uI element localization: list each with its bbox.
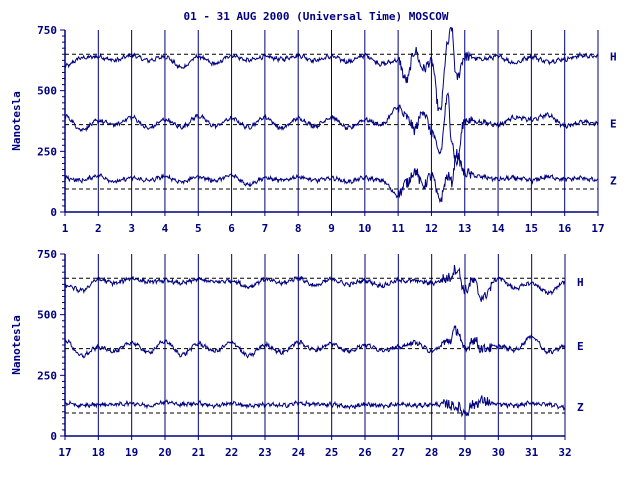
y-tick-label: 500 <box>37 85 57 98</box>
x-tick-label: 2 <box>95 222 102 235</box>
y-axis-label: Nanotesla <box>10 315 23 375</box>
x-tick-label: 16 <box>558 222 572 235</box>
series-line-h <box>64 27 599 112</box>
x-tick-label: 17 <box>591 222 604 235</box>
x-tick-label: 18 <box>92 446 105 459</box>
x-tick-label: 9 <box>328 222 335 235</box>
series-label-z: Z <box>577 401 584 414</box>
y-axis-label: Nanotesla <box>10 91 23 151</box>
x-tick-label: 27 <box>392 446 405 459</box>
chart-panel-2: 17 18 19 20 21 22 23 24 25 26 27 28 29 30 31 32 0 250 500 7… <box>10 248 584 459</box>
y-tick-label: 250 <box>37 145 57 158</box>
y-tick-label: 750 <box>37 24 57 37</box>
series-label-e: E <box>610 117 617 130</box>
series-label-h: H <box>610 51 617 64</box>
y-tick-label: 500 <box>37 309 57 322</box>
x-tick-label: 21 <box>192 446 206 459</box>
x-tick-label: 24 <box>292 446 306 459</box>
x-tick-label: 13 <box>458 222 471 235</box>
series-line-z <box>64 148 599 204</box>
x-tick-label: 19 <box>125 446 138 459</box>
x-tick-label: 12 <box>425 222 438 235</box>
series-line-h <box>64 264 566 302</box>
x-tick-label: 20 <box>158 446 171 459</box>
series-line-e <box>64 325 566 359</box>
x-tick-label: 31 <box>525 446 539 459</box>
x-tick-label: 32 <box>558 446 571 459</box>
x-tick-label: 11 <box>392 222 406 235</box>
x-tick-label: 14 <box>491 222 505 235</box>
y-tick-label: 0 <box>50 430 57 443</box>
x-tick-label: 7 <box>262 222 269 235</box>
y-tick-label: 0 <box>50 206 57 219</box>
series-line-e <box>64 92 599 167</box>
x-tick-label: 15 <box>525 222 538 235</box>
x-tick-label: 6 <box>228 222 235 235</box>
x-tick-label: 25 <box>325 446 338 459</box>
y-tick-label: 750 <box>37 248 57 261</box>
x-tick-label: 3 <box>128 222 135 235</box>
series-label-e: E <box>577 340 584 353</box>
x-tick-label: 10 <box>358 222 371 235</box>
x-tick-label: 22 <box>225 446 238 459</box>
x-tick-label: 29 <box>458 446 471 459</box>
x-tick-label: 1 <box>62 222 69 235</box>
y-tick-label: 250 <box>37 369 57 382</box>
x-tick-label: 23 <box>258 446 271 459</box>
x-tick-label: 28 <box>425 446 438 459</box>
x-tick-label: 30 <box>492 446 505 459</box>
chart-panel-1: 1 2 3 4 5 6 7 8 9 10 11 12 13 14 15 16 170250500750Nanot… <box>10 24 617 235</box>
x-tick-label: 4 <box>162 222 169 235</box>
series-label-z: Z <box>610 174 617 187</box>
series-line-z <box>64 395 566 418</box>
x-tick-label: 8 <box>295 222 302 235</box>
x-tick-label: 5 <box>195 222 202 235</box>
x-tick-label: 26 <box>358 446 372 459</box>
chart-title: 01 - 31 AUG 2000 (Universal Time) MOSCOW <box>184 10 449 23</box>
x-tick-label: 17 <box>58 446 71 459</box>
series-label-h: H <box>577 276 584 289</box>
